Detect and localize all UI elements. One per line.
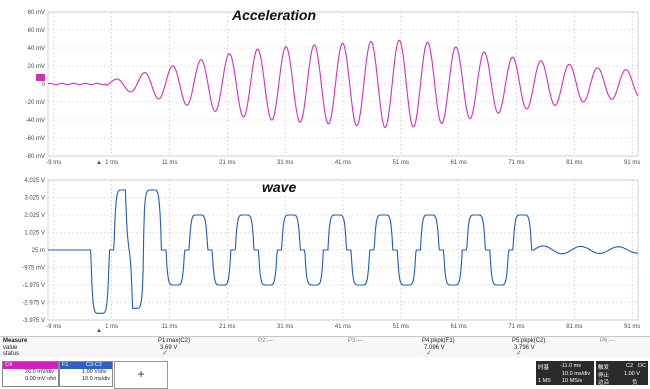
x-tick-label: -9 ms: [46, 160, 61, 166]
x-tick-label: 1 ms: [105, 324, 118, 330]
trigger-box[interactable]: 触发 C2 DC 停止 1.00 V 边沿 负: [596, 361, 648, 386]
y-tick-label: 2.025 V: [24, 213, 45, 219]
acceleration-title: Acceleration: [231, 7, 316, 23]
x-tick-label: 1 ms: [105, 160, 118, 166]
wave-panel: 4.025 V 3.025 V 2.025 V 1.025 V 25 m -975 mV -…: [0, 172, 650, 334]
timebase-delay: -11.0 ms: [560, 363, 581, 369]
channel-c4-scale: 20.0 mV/div: [25, 369, 55, 375]
x-tick-label: 11 ms: [162, 160, 178, 166]
channel-f1-box[interactable]: F1 C3-C2 1.00 V/div 10.0 ms/div: [59, 361, 113, 387]
measure-p1-name[interactable]: P1:max(C2): [158, 338, 191, 344]
y-tick-label: 20 mV: [28, 64, 45, 70]
trigger-marker: ▲: [96, 160, 102, 166]
measure-p4-name[interactable]: P4:pkpk(F1): [422, 338, 455, 344]
acceleration-trace: [47, 39, 639, 129]
x-tick-label: 31 ms: [277, 160, 293, 166]
trigger-label: 触发: [598, 365, 610, 371]
channel-f1-label: F1: [62, 362, 69, 368]
y-tick-label: -60 mV: [26, 136, 45, 142]
channel-marker-c4[interactable]: [36, 74, 45, 81]
y-tick-label: 40 mV: [28, 46, 45, 52]
channel-f1-scale: 1.00 V/div: [82, 369, 107, 375]
x-tick-label: 41 ms: [335, 324, 351, 330]
y-tick-label: -2.975 V: [22, 301, 45, 307]
channel-c4-box[interactable]: C4 20.0 mV/div 0.00 mV ofst: [2, 361, 59, 387]
x-tick-label: 81 ms: [566, 324, 582, 330]
measure-p3-name[interactable]: P3:---: [348, 338, 363, 344]
y-tick-label: -3.975 V: [22, 318, 45, 324]
x-tick-label: 61 ms: [451, 324, 467, 330]
x-tick-label: -9 ms: [46, 324, 61, 330]
x-tick-label: 51 ms: [393, 324, 409, 330]
measure-p5-value: 3.796 V: [514, 345, 535, 351]
y-tick-label: -40 mV: [26, 118, 45, 124]
channel-f1-time: 10.0 ms/div: [82, 376, 111, 382]
y-tick-label: 3.025 V: [24, 196, 45, 202]
measurement-bar: Measure value status P1:max(C2) 3.69 V ✓…: [0, 336, 650, 357]
measure-p5-status: ✓: [516, 350, 522, 357]
y-tick-label: -1.975 V: [22, 283, 45, 289]
plot-frame: [47, 11, 639, 157]
channel-f1-header: F1 C3-C2: [60, 362, 112, 369]
trigger-marker: ▲: [96, 328, 102, 334]
timebase-box[interactable]: 时基 -11.0 ms 10.0 ms/div 1 MS 10 MS/s: [536, 361, 594, 385]
measure-p1-value: 3.69 V: [160, 345, 178, 351]
trigger-channel: C2: [626, 363, 634, 369]
y-tick-label: -20 mV: [26, 100, 45, 106]
x-tick-label: 11 ms: [162, 324, 178, 330]
measure-p4-status: ✓: [426, 350, 432, 357]
channel-f1-formula: C3-C2: [86, 362, 102, 368]
y-tick-label: 60 mV: [28, 28, 45, 34]
wave-trace: [48, 189, 638, 314]
channel-c4-label: C4: [5, 362, 13, 368]
measure-p4-value: 7.096 V: [424, 345, 445, 351]
y-tick-label: 25 m: [32, 248, 45, 254]
x-tick-label: 81 ms: [566, 160, 582, 166]
value-label: value: [3, 345, 18, 351]
y-tick-label: -80 mV: [26, 154, 45, 160]
measure-p5-name[interactable]: P5:pkpk(C2): [512, 338, 546, 344]
x-tick-label: 61 ms: [451, 160, 467, 166]
x-tick-label: 91 ms: [624, 324, 640, 330]
channel-c4-offset: 0.00 mV ofst: [25, 376, 56, 382]
x-tick-label: 51 ms: [393, 160, 409, 166]
y-tick-label: 80 mV: [28, 10, 45, 16]
x-tick-label: 21 ms: [219, 160, 235, 166]
timebase-tdiv: 10.0 ms/div: [562, 371, 591, 377]
acceleration-chart: 80 mV 60 mV 40 mV 20 mV 0 -20 mV -40 mV -60 mV -…: [26, 7, 641, 166]
y-tick-label: 4.025 V: [24, 178, 45, 184]
trigger-edge-label: 边沿: [598, 380, 610, 386]
timebase-rate: 10 MS/s: [562, 378, 583, 384]
measure-label: Measure: [3, 338, 28, 344]
x-tick-label: 91 ms: [624, 160, 640, 166]
add-channel-button[interactable]: +: [114, 361, 168, 389]
status-footer: C4 20.0 mV/div 0.00 mV ofst F1 C3-C2 1.0…: [0, 358, 650, 389]
x-tick-label: 71 ms: [508, 160, 524, 166]
x-tick-label: 21 ms: [219, 324, 235, 330]
timebase-label: 时基: [538, 365, 550, 371]
x-tick-label: 41 ms: [335, 160, 351, 166]
wave-title: wave: [262, 179, 296, 195]
wave-chart: 4.025 V 3.025 V 2.025 V 1.025 V 25 m -975 mV -…: [22, 178, 640, 334]
channel-c4-header: C4: [3, 362, 58, 369]
status-label: status: [3, 351, 20, 357]
trigger-coupling: DC: [638, 363, 646, 369]
measure-p1-status: ✓: [162, 350, 168, 357]
measure-p2-name[interactable]: P2:---: [258, 338, 273, 344]
measure-p6-name[interactable]: P6:---: [600, 338, 615, 344]
y-tick-label: 1.025 V: [24, 231, 45, 237]
trigger-mode: 停止: [598, 373, 610, 379]
y-tick-label: -975 mV: [22, 266, 45, 272]
timebase-samples: 1 MS: [538, 378, 551, 384]
trigger-slope: 负: [632, 380, 638, 386]
y-tick-label: 0: [42, 82, 46, 88]
acceleration-panel: 80 mV 60 mV 40 mV 20 mV 0 -20 mV -40 mV -60 mV -…: [0, 0, 650, 166]
x-tick-label: 31 ms: [277, 324, 293, 330]
trigger-level: 1.00 V: [624, 371, 640, 377]
x-tick-label: 71 ms: [508, 324, 524, 330]
